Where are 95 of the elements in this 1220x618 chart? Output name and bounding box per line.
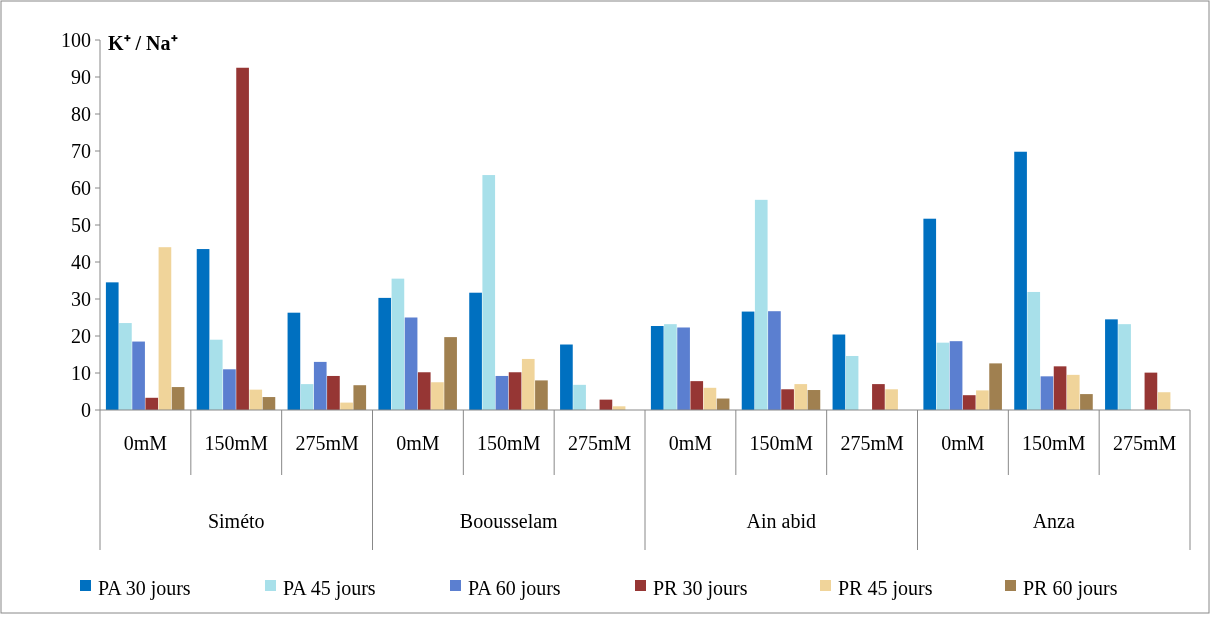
bar <box>431 382 444 410</box>
bar <box>1014 151 1027 410</box>
x-tick-label: 150mM <box>1022 432 1086 454</box>
bar <box>872 384 885 410</box>
bar <box>794 384 808 410</box>
bar <box>845 355 859 410</box>
x-tick-label: 0mM <box>396 432 440 454</box>
y-tick-label: 30 <box>71 288 91 310</box>
y-tick-label: 80 <box>71 103 91 125</box>
bar <box>327 375 340 410</box>
bar <box>690 381 704 410</box>
bar <box>807 390 821 410</box>
bar <box>885 389 898 410</box>
bar <box>832 334 846 410</box>
y-tick-label: 70 <box>71 140 91 162</box>
bar <box>535 380 548 410</box>
bar <box>223 369 236 410</box>
bar <box>1118 324 1131 410</box>
y-tick-label: 10 <box>71 362 91 384</box>
bar <box>249 389 263 410</box>
y-tick-label: 0 <box>81 399 91 421</box>
text: Siméto <box>207 510 265 532</box>
bar <box>1040 376 1054 410</box>
x-tick-label: 275mM <box>567 432 632 454</box>
legend-label: PR 60 jours <box>1023 577 1118 600</box>
bar <box>1066 374 1080 410</box>
bar <box>976 390 989 410</box>
bar <box>1080 394 1093 410</box>
bar <box>962 395 976 410</box>
bar <box>754 199 768 410</box>
bar <box>650 326 664 410</box>
bar <box>313 361 327 410</box>
bar <box>741 311 755 410</box>
legend-label: PR 45 jours <box>838 577 933 600</box>
bar <box>495 375 509 410</box>
bar <box>105 282 119 410</box>
bar <box>560 344 573 410</box>
legend-label: PA 45 jours <box>283 577 376 600</box>
bar <box>171 387 185 410</box>
bar <box>145 397 159 410</box>
bar <box>677 327 690 410</box>
text: Boousselam <box>459 510 559 532</box>
y-tick-label: 90 <box>71 66 91 88</box>
x-tick-label: 150mM <box>477 432 541 454</box>
bar <box>1053 366 1067 410</box>
legend-label: PA 30 jours <box>98 577 191 600</box>
y-tick-label: 40 <box>71 251 91 273</box>
legend-label: PR 30 jours <box>653 577 748 600</box>
y-tick-label: 60 <box>71 177 91 199</box>
bar <box>923 218 937 410</box>
x-tick-label: 0mM <box>123 432 168 454</box>
text: Anza <box>1032 510 1075 532</box>
bar <box>378 297 392 410</box>
bar <box>404 317 418 410</box>
bar <box>287 312 301 410</box>
bar <box>209 339 223 410</box>
bar <box>703 387 717 410</box>
x-tick-label: 0mM <box>668 432 713 454</box>
bar <box>196 249 210 410</box>
bar <box>300 384 314 410</box>
bar <box>119 323 132 410</box>
bar <box>444 337 457 410</box>
x-tick-label: 0mM <box>941 432 985 454</box>
bar <box>1144 372 1158 410</box>
bar <box>236 67 249 410</box>
bar <box>353 385 367 410</box>
bar <box>664 324 677 410</box>
legend-label: PA 60 jours <box>468 577 561 600</box>
bar <box>469 292 482 410</box>
bar <box>521 358 535 410</box>
bar <box>132 341 145 410</box>
bar <box>508 372 522 410</box>
bar <box>989 363 1002 410</box>
bar <box>1157 392 1171 410</box>
text: Ain abid <box>746 510 816 532</box>
bar <box>936 342 950 410</box>
bar <box>949 341 963 410</box>
x-tick-label: 150mM <box>204 432 269 454</box>
x-tick-label: 275mM <box>840 432 904 454</box>
bar <box>1027 291 1041 410</box>
x-tick-label: 150mM <box>749 432 814 454</box>
bar <box>1105 319 1118 410</box>
bar <box>482 175 496 410</box>
y-tick-label: 100 <box>61 29 91 51</box>
bar <box>417 372 431 410</box>
x-tick-label: 275mM <box>1112 432 1177 454</box>
y-axis-title: K⁺ / Na⁺ <box>108 32 178 54</box>
bar <box>781 389 794 410</box>
bar <box>573 384 586 410</box>
y-tick-label: 50 <box>71 214 91 236</box>
bar <box>391 278 405 410</box>
x-tick-label: 275mM <box>295 432 359 454</box>
y-tick-label: 20 <box>71 325 91 347</box>
bar <box>768 311 781 410</box>
bar <box>158 247 172 410</box>
